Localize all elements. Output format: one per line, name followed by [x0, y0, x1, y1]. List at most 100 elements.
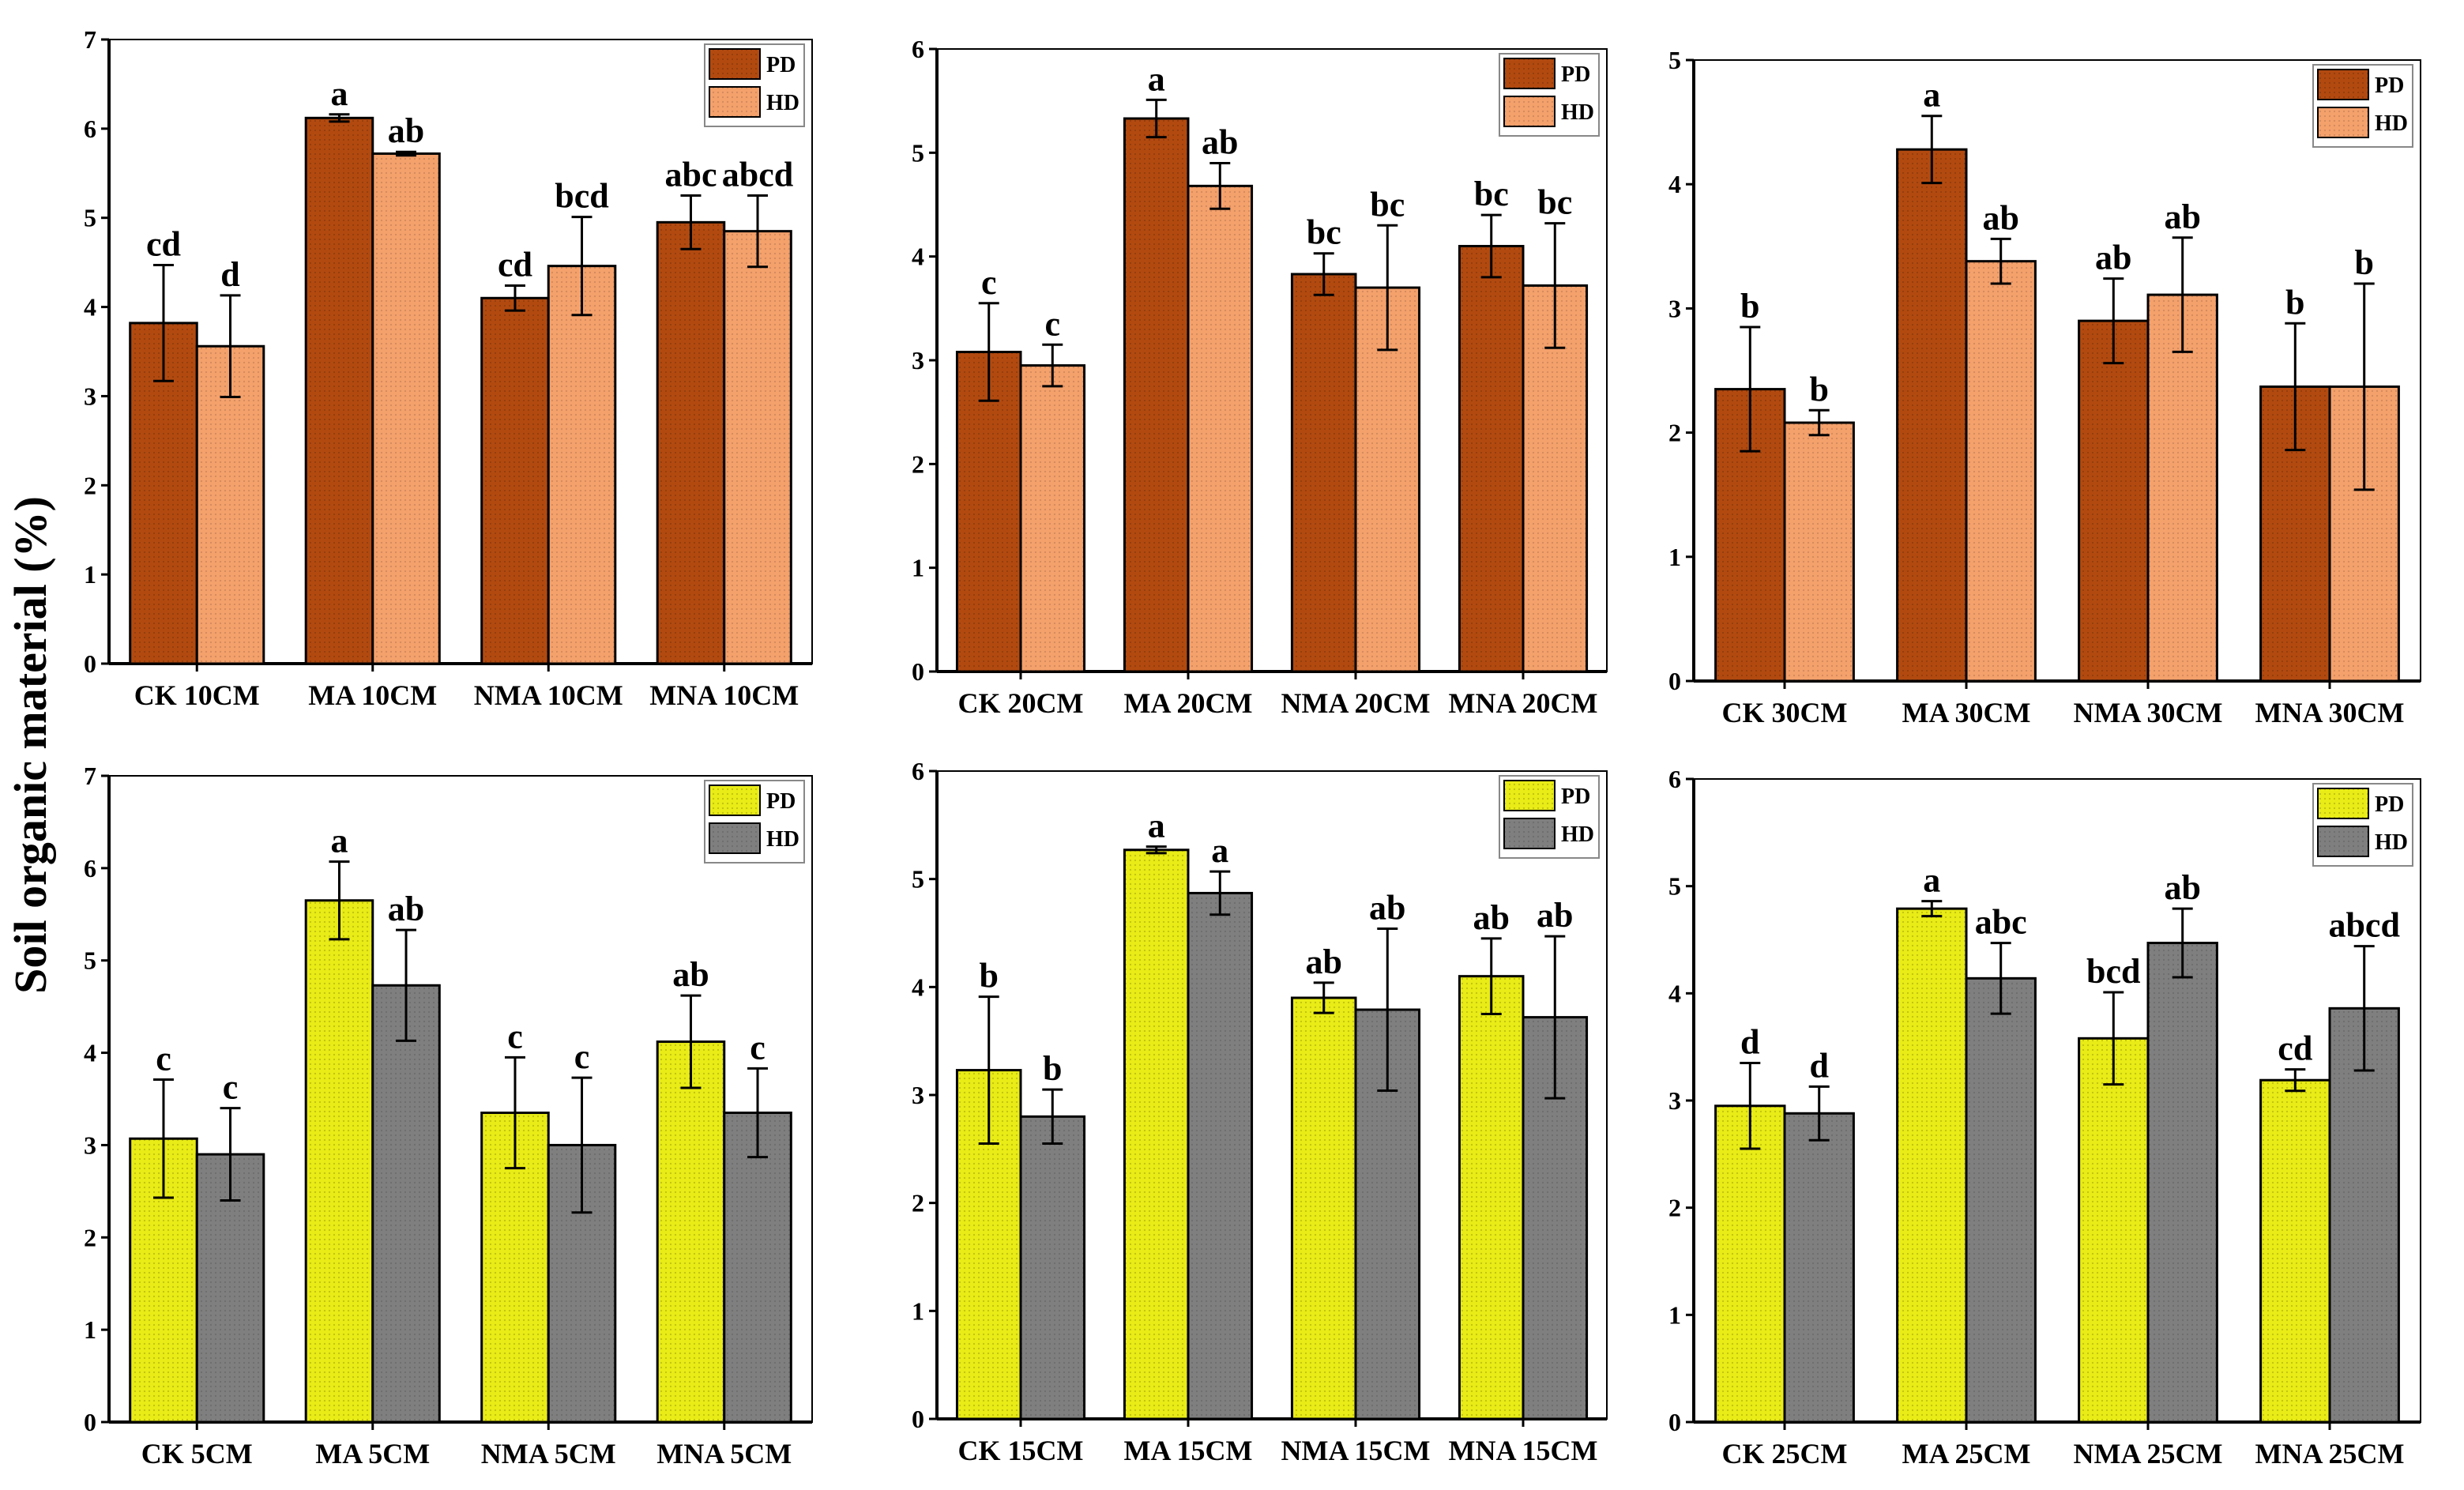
- significance-label: d: [1809, 1046, 1828, 1085]
- y-tick-label: 0: [84, 649, 96, 678]
- x-tick-label: NMA 30CM: [2074, 697, 2223, 728]
- legend-swatch-texture: [1504, 781, 1555, 811]
- legend: PD HD: [1499, 775, 1600, 859]
- significance-label: b: [979, 957, 998, 995]
- x-tick-label: CK 5CM: [141, 1438, 253, 1469]
- legend-label: HD: [1561, 822, 1594, 847]
- legend-label: PD: [1561, 62, 1590, 87]
- y-tick-label: 3: [1668, 1086, 1681, 1115]
- legend-swatch-texture: [709, 87, 760, 117]
- x-tick-label: NMA 15CM: [1281, 1435, 1431, 1466]
- significance-label: bc: [1307, 213, 1341, 252]
- legend-swatch-texture: [2318, 826, 2368, 856]
- significance-label: b: [2285, 283, 2304, 322]
- y-tick-label: 2: [1668, 419, 1681, 447]
- x-tick-label: NMA 5CM: [481, 1438, 616, 1469]
- legend-label: HD: [1561, 100, 1594, 125]
- bar-texture: [1124, 849, 1188, 1419]
- legend-label: PD: [2375, 792, 2404, 817]
- x-tick-label: CK 20CM: [958, 687, 1084, 719]
- y-tick-label: 1: [84, 1315, 96, 1344]
- x-tick-label: MNA 10CM: [649, 679, 799, 711]
- bar-texture: [1897, 149, 1966, 681]
- x-tick-label: MNA 20CM: [1449, 687, 1598, 719]
- legend-label: PD: [2375, 73, 2404, 98]
- significance-label: d: [220, 255, 239, 294]
- significance-label: c: [750, 1028, 766, 1067]
- x-tick-label: CK 15CM: [958, 1435, 1084, 1466]
- bar-texture: [306, 118, 373, 664]
- y-tick-label: 1: [912, 1296, 924, 1325]
- bar-texture: [724, 1112, 792, 1422]
- bar-texture: [306, 900, 373, 1422]
- y-tick-label: 7: [84, 762, 96, 790]
- y-tick-label: 4: [912, 243, 924, 271]
- bar-texture: [2330, 1008, 2399, 1422]
- bar-texture: [1523, 285, 1587, 672]
- legend: PD HD: [2312, 783, 2413, 867]
- significance-label: abcd: [2328, 906, 2399, 945]
- significance-label: ab: [1202, 122, 1238, 161]
- legend-label: PD: [766, 789, 796, 814]
- y-tick-label: 5: [84, 946, 96, 975]
- x-tick-label: CK 30CM: [1722, 697, 1848, 728]
- significance-label: c: [1045, 304, 1061, 343]
- bar-texture: [2078, 321, 2148, 681]
- legend: PD HD: [704, 780, 805, 864]
- x-tick-label: MA 5CM: [315, 1438, 430, 1469]
- bar-texture: [548, 265, 615, 664]
- significance-label: cd: [498, 245, 532, 284]
- significance-label: abcd: [722, 156, 793, 194]
- y-tick-label: 3: [84, 382, 96, 410]
- legend-swatch-texture: [709, 49, 760, 79]
- legend-swatch-texture: [1504, 58, 1555, 88]
- y-tick-label: 4: [84, 293, 96, 322]
- x-tick-label: MA 20CM: [1124, 687, 1253, 719]
- y-tick-label: 0: [1668, 667, 1681, 695]
- y-tick-label: 0: [912, 657, 924, 686]
- significance-label: b: [1043, 1049, 1062, 1088]
- bar-texture: [1356, 288, 1420, 672]
- y-tick-label: 7: [84, 25, 96, 54]
- significance-label: c: [223, 1068, 239, 1107]
- x-tick-label: CK 10CM: [134, 679, 260, 711]
- x-tick-label: MA 10CM: [308, 679, 437, 711]
- significance-label: c: [156, 1039, 171, 1078]
- y-tick-label: 5: [912, 865, 924, 894]
- y-tick-label: 1: [912, 554, 924, 582]
- significance-label: bc: [1370, 185, 1405, 224]
- legend-swatch-texture: [1504, 96, 1555, 126]
- significance-label: cd: [146, 225, 181, 264]
- significance-label: b: [1809, 370, 1828, 408]
- significance-label: b: [2354, 243, 2373, 282]
- significance-label: ab: [2095, 239, 2131, 277]
- y-tick-label: 5: [1668, 46, 1681, 74]
- y-tick-label: 3: [912, 346, 924, 374]
- legend-label: HD: [766, 91, 799, 115]
- legend-swatch-texture: [2318, 107, 2368, 137]
- y-tick-label: 1: [1668, 543, 1681, 571]
- bar-texture: [1785, 423, 1854, 681]
- x-tick-label: NMA 20CM: [1281, 687, 1431, 719]
- y-tick-label: 4: [1668, 170, 1681, 198]
- y-tick-label: 2: [1668, 1194, 1681, 1222]
- bar-texture: [1966, 261, 2036, 681]
- x-tick-label: MNA 5CM: [656, 1438, 792, 1469]
- significance-label: ab: [388, 111, 424, 150]
- significance-label: ab: [1537, 896, 1573, 935]
- bar-texture: [1292, 273, 1356, 672]
- bar-texture: [1715, 1105, 1785, 1422]
- y-tick-label: 6: [912, 35, 924, 63]
- y-tick-label: 1: [84, 560, 96, 589]
- significance-label: bc: [1537, 183, 1572, 222]
- y-axis-label: Soil organic material (%): [5, 496, 56, 994]
- bar-texture: [724, 231, 792, 664]
- y-tick-label: 0: [1668, 1408, 1681, 1436]
- x-tick-label: NMA 25CM: [2074, 1438, 2223, 1469]
- legend-label: HD: [2375, 830, 2408, 855]
- legend-label: HD: [766, 827, 799, 852]
- bar-texture: [2148, 943, 2218, 1422]
- bar-texture: [2078, 1038, 2148, 1422]
